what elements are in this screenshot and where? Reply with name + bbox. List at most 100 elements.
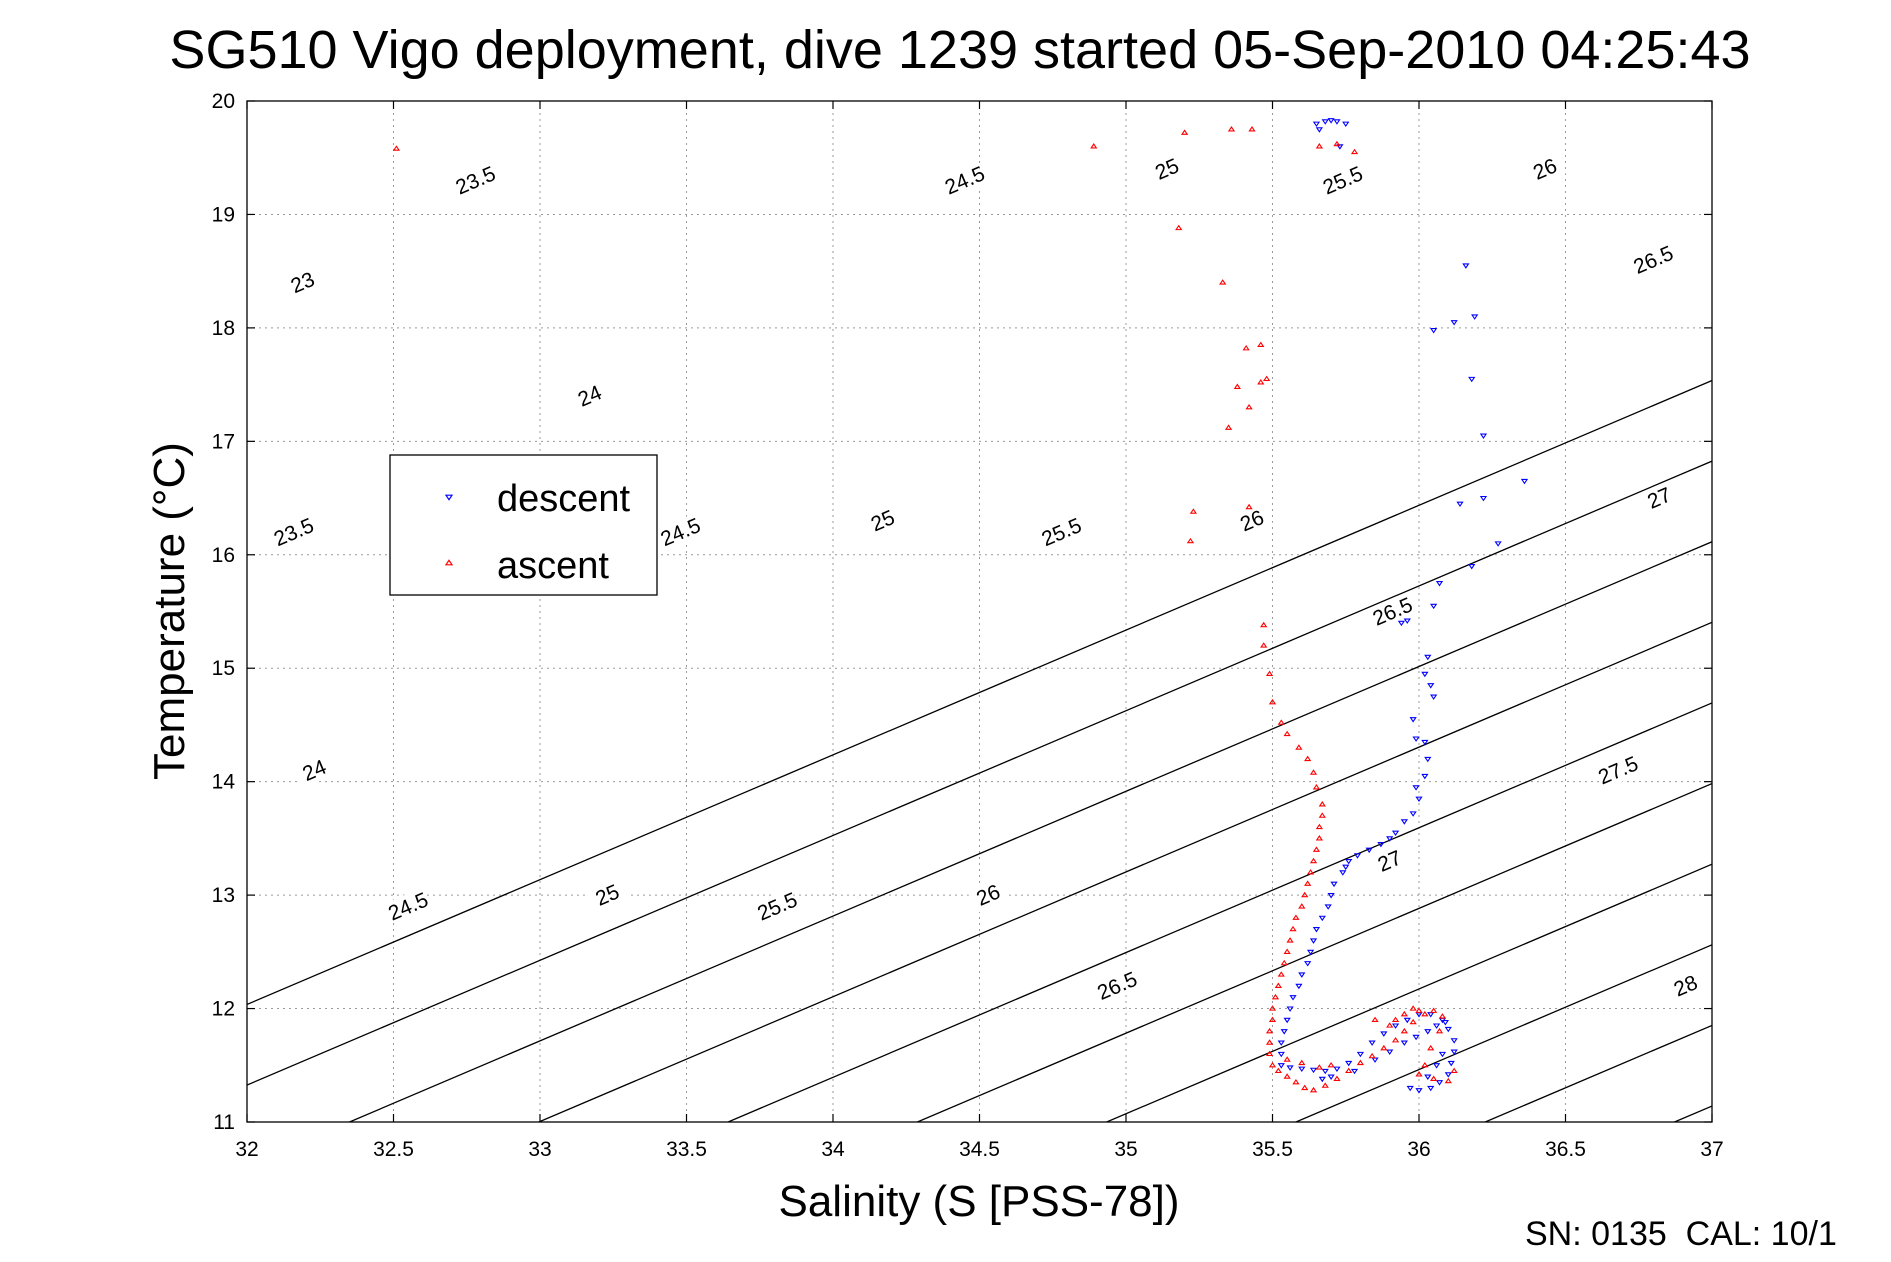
data-point-ascent (1315, 823, 1324, 830)
x-tick-label: 33.5 (666, 1138, 707, 1161)
data-point-descent (1412, 736, 1420, 742)
data-point-descent (1406, 1085, 1414, 1092)
isopycnal-line (917, 782, 1712, 1122)
data-point-ascent (1391, 1016, 1400, 1023)
data-point-ascent (1356, 1059, 1365, 1066)
contour-label-background (1368, 842, 1411, 880)
data-point-ascent (1242, 344, 1250, 351)
data-point-ascent (1409, 1018, 1417, 1025)
data-point-ascent (1409, 1005, 1417, 1011)
contour-label-background (861, 502, 905, 539)
series-descent (1277, 118, 1529, 1094)
data-point-ascent (1421, 1061, 1429, 1068)
data-point-descent (1286, 1065, 1294, 1071)
data-point-descent (1424, 1029, 1432, 1035)
data-point-ascent (1350, 148, 1359, 155)
data-point-ascent (1391, 1036, 1400, 1043)
data-point-descent (1427, 1012, 1435, 1018)
data-point-descent (1403, 618, 1411, 624)
data-point-descent (1356, 1051, 1365, 1058)
data-point-ascent (1265, 1039, 1274, 1045)
contour-label: 25.5 (1038, 514, 1085, 551)
data-point-descent (1386, 1049, 1394, 1055)
data-point-ascent (1219, 279, 1227, 285)
x-tick-label: 35 (1114, 1138, 1137, 1161)
contour-label-background (1321, 162, 1365, 199)
data-point-ascent (1189, 508, 1198, 514)
data-point-ascent (1265, 1027, 1274, 1034)
contour-label-background (281, 264, 324, 301)
chart-title: SG510 Vigo deployment, dive 1239 started… (169, 20, 1750, 80)
x-tick-label: 35.5 (1252, 1138, 1293, 1161)
data-point-descent (1321, 119, 1329, 125)
data-point-ascent (1298, 903, 1306, 909)
data-point-ascent (1318, 801, 1326, 807)
data-point-ascent (1312, 846, 1321, 852)
data-point-ascent (1283, 1073, 1291, 1079)
data-point-descent (1306, 949, 1315, 956)
data-point-ascent (1257, 379, 1265, 385)
contour-label: 26.5 (1370, 593, 1417, 630)
data-point-descent (1450, 1049, 1458, 1055)
contour-label-background (1523, 150, 1567, 188)
data-point-ascent (1309, 857, 1318, 864)
data-point-ascent (1292, 1078, 1300, 1085)
data-point-descent (1321, 1068, 1329, 1075)
data-point-ascent (1430, 1075, 1438, 1082)
data-point-descent (1421, 671, 1429, 678)
data-point-descent (1377, 841, 1385, 848)
x-tick-label: 37 (1700, 1138, 1723, 1161)
data-point-ascent (1268, 1061, 1277, 1068)
data-point-ascent (1298, 1059, 1306, 1066)
isopycnal-line (349, 541, 1712, 1122)
x-axis-ticks: 32 32.5 33 33.5 34 34.5 35 35.5 36 36.5 37 (235, 101, 1724, 1161)
data-point-descent (1430, 603, 1438, 610)
data-point-descent (1345, 858, 1353, 865)
data-point-ascent (1444, 1077, 1452, 1084)
data-point-ascent (1283, 730, 1291, 737)
data-point-ascent (1268, 1005, 1277, 1011)
data-point-ascent (1248, 126, 1256, 132)
contour-label: 26.5 (1094, 968, 1141, 1005)
contour-label-background (1230, 502, 1274, 539)
data-point-descent (1415, 1088, 1423, 1094)
y-tick-label: 19 (212, 203, 235, 226)
legend-label-descent: descent (497, 478, 631, 520)
data-point-descent (1432, 1023, 1441, 1029)
data-point-descent (1277, 1040, 1285, 1046)
data-point-descent (1430, 694, 1438, 700)
data-point-ascent (1260, 642, 1268, 648)
contour-label-background (1632, 241, 1675, 278)
data-point-ascent (1277, 719, 1285, 725)
data-point-descent (1368, 1040, 1376, 1046)
data-point-descent (1450, 1038, 1458, 1044)
data-point-ascent (1430, 1007, 1438, 1013)
contour-label-background (586, 877, 629, 914)
contour-label-background (1145, 150, 1189, 188)
data-point-ascent (1327, 1061, 1335, 1068)
data-point-descent (1494, 541, 1502, 547)
contour-label-background (1637, 479, 1681, 517)
data-point-descent (1456, 501, 1464, 508)
contour-label-background (659, 513, 702, 551)
y-tick-label: 15 (212, 657, 235, 680)
data-point-ascent (1245, 403, 1253, 410)
y-tick-label: 13 (212, 884, 235, 907)
data-point-descent (1342, 121, 1350, 128)
contour-label-background (756, 888, 799, 925)
data-point-descent (1333, 119, 1341, 125)
data-point-descent (1520, 478, 1529, 485)
data-point-descent (1400, 819, 1408, 825)
data-point-ascent (1295, 744, 1303, 750)
data-point-ascent (1304, 755, 1312, 762)
data-point-ascent (1090, 143, 1098, 149)
density-contours (247, 379, 1712, 1122)
data-point-ascent (1306, 869, 1315, 875)
data-point-ascent (1371, 1016, 1379, 1023)
contour-label-background (1664, 967, 1707, 1004)
data-point-ascent (1304, 880, 1312, 886)
data-point-ascent (1318, 812, 1326, 818)
data-point-descent (1309, 1067, 1318, 1074)
contour-label: 25.5 (754, 888, 801, 925)
legend-marker-descent (444, 494, 454, 501)
